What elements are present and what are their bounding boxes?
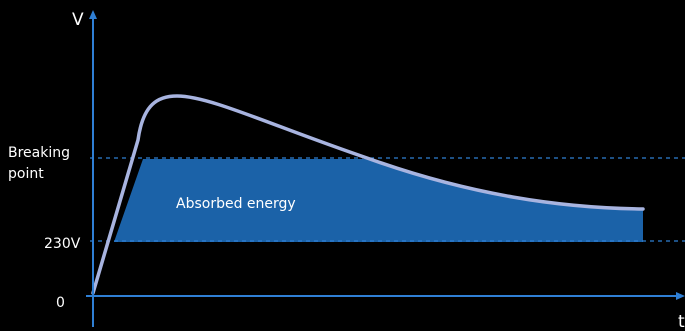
- origin-label: 0: [56, 295, 65, 311]
- breaking-point-label-line1: Breaking: [8, 145, 70, 161]
- y-axis-label: V: [72, 10, 84, 30]
- x-axis-label: t: [678, 312, 685, 331]
- voltage-230-label: 230V: [44, 236, 81, 252]
- absorbed-energy-label: Absorbed energy: [176, 196, 296, 212]
- surge-voltage-curve: [91, 94, 645, 295]
- x-axis-arrow: [676, 292, 685, 300]
- absorbed-energy-area: [114, 159, 643, 242]
- breaking-point-label-line2: point: [8, 166, 44, 182]
- y-axis-arrow: [89, 10, 97, 19]
